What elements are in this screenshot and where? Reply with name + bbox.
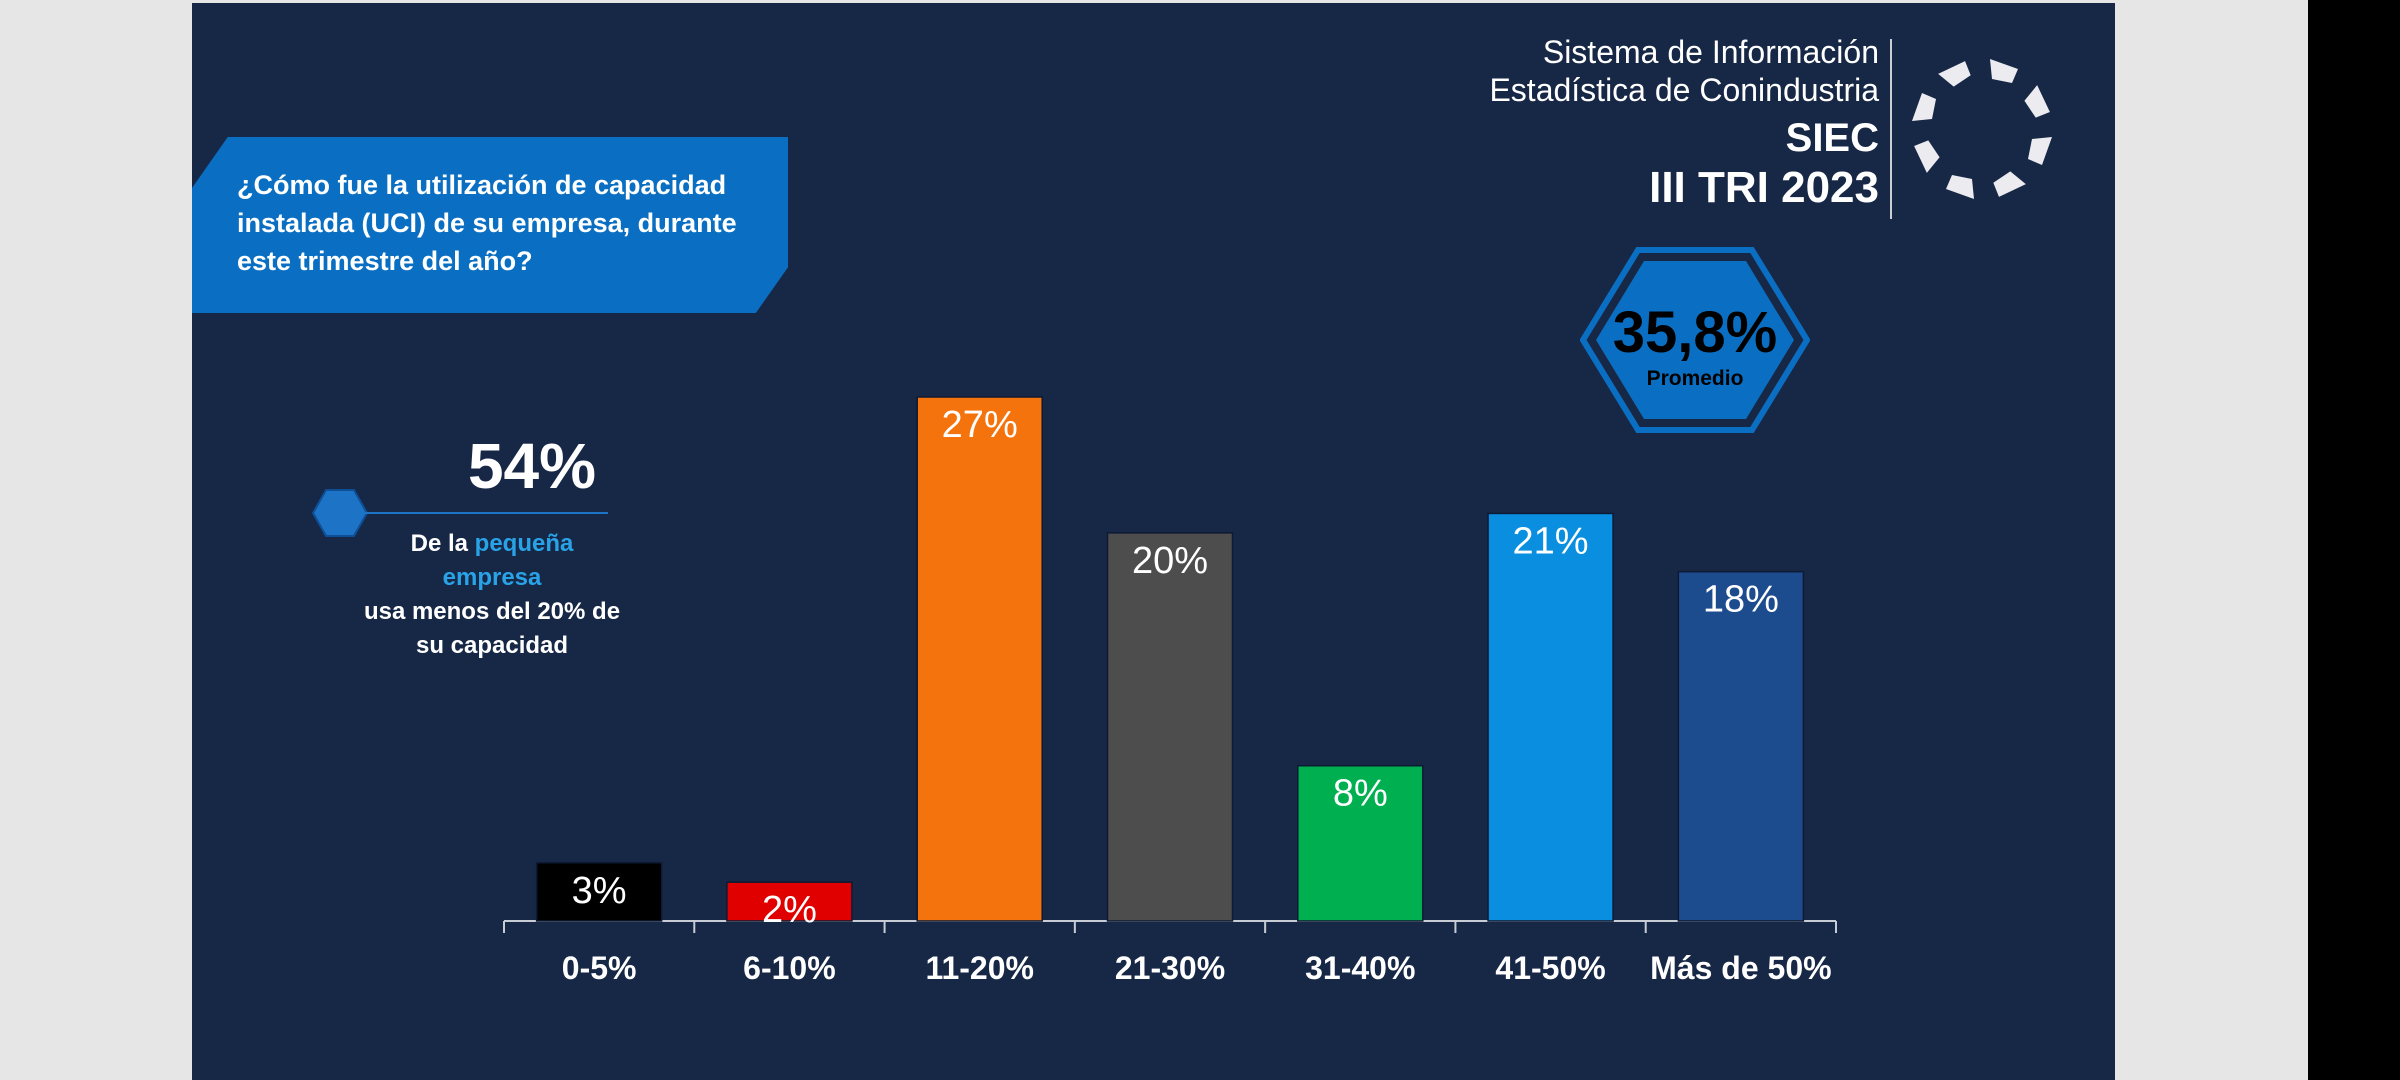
callout-highlight: pequeña empresa bbox=[442, 530, 574, 591]
data-label: 20% bbox=[1132, 540, 1208, 582]
x-tick-label: 31-40% bbox=[1305, 950, 1415, 986]
data-label: 8% bbox=[1333, 773, 1388, 815]
x-tick-label: 41-50% bbox=[1495, 950, 1605, 986]
brand-name: SIEC bbox=[1785, 116, 1879, 160]
siec-logo-icon bbox=[1912, 59, 2052, 199]
average-badge: 35,8% Promedio bbox=[1579, 247, 1811, 433]
hexagon-bullet-icon bbox=[312, 489, 368, 537]
right-black-bar bbox=[2308, 0, 2400, 1080]
data-label: 27% bbox=[942, 404, 1018, 446]
data-label: 18% bbox=[1703, 579, 1779, 621]
data-label: 2% bbox=[762, 889, 817, 931]
bar bbox=[1297, 764, 1424, 922]
callout-rest: usa menos del 20% de su capacidad bbox=[363, 598, 621, 659]
x-tick-label: 21-30% bbox=[1115, 950, 1225, 986]
brand-line-2: Estadística de Conindustria bbox=[1489, 72, 1879, 108]
callout-prefix: De la bbox=[410, 530, 475, 557]
bar bbox=[726, 881, 853, 922]
callout-value: 54% bbox=[467, 430, 597, 502]
slide: ¿Cómo fue la utilización de capacidad in… bbox=[192, 3, 2115, 1080]
x-tick-label: 0-5% bbox=[562, 950, 637, 986]
brand-period: III TRI 2023 bbox=[1649, 163, 1879, 212]
data-label: 21% bbox=[1513, 520, 1589, 562]
hexagon-icon bbox=[1579, 247, 1811, 433]
bar bbox=[1677, 570, 1805, 922]
average-value: 35,8% bbox=[1612, 300, 1778, 365]
bar bbox=[916, 396, 1043, 922]
question-banner: ¿Cómo fue la utilización de capacidad in… bbox=[192, 137, 788, 313]
x-tick-label: Más de 50% bbox=[1650, 950, 1831, 986]
brand-divider bbox=[1890, 39, 1892, 219]
bar-chart: 3% 0-5% 2% 6-10% 27% 11-20% 20% 21-30% 8% 31-40% 2… bbox=[503, 396, 1837, 986]
x-tick-label: 6-10% bbox=[743, 950, 836, 986]
brand-line-1: Sistema de Información bbox=[1542, 34, 1879, 70]
brand-block: Sistema de Información Estadística de Co… bbox=[1489, 33, 1879, 213]
average-label: Promedio bbox=[1646, 367, 1744, 390]
bar bbox=[1106, 532, 1234, 922]
callout-divider bbox=[364, 512, 608, 514]
bar bbox=[535, 862, 663, 922]
x-tick-label: 11-20% bbox=[925, 950, 1034, 986]
callout-description: De la pequeña empresa usa menos del 20% … bbox=[362, 527, 622, 663]
data-label: 3% bbox=[572, 870, 627, 912]
bar bbox=[1487, 512, 1614, 922]
question-text: ¿Cómo fue la utilización de capacidad in… bbox=[237, 170, 737, 276]
